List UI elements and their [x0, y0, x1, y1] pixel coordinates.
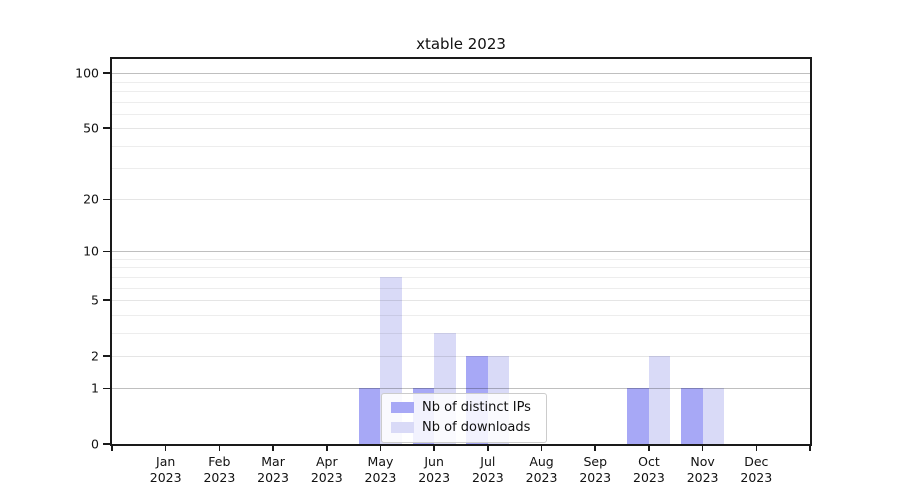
plot-area: Jan 2023 Feb 2023 Mar 2023 Apr 2023 May 2023… [75, 57, 812, 485]
minor-gridline [112, 300, 810, 302]
x-axis-tick [701, 446, 704, 451]
x-axis-tick-label: Jul 2023 [471, 454, 504, 485]
x-axis-tick [594, 446, 597, 451]
y-axis-tick-label: 1 [91, 380, 99, 396]
minor-gridline [112, 332, 810, 334]
y-axis-tick [103, 443, 110, 445]
x-axis-tick-label: Nov 2023 [686, 454, 719, 485]
y-axis-tick [103, 354, 110, 357]
major-gridline [112, 251, 810, 253]
y-axis-tick [103, 387, 110, 390]
minor-gridline [112, 287, 810, 289]
minor-gridline [112, 259, 810, 260]
x-axis-tick [379, 446, 382, 451]
legend: Nb of distinct IPs Nb of downloads [381, 393, 547, 443]
x-axis-tick [325, 446, 328, 451]
x-axis-tick [218, 446, 221, 451]
major-gridline [112, 388, 810, 390]
x-axis-tick-label: Apr 2023 [310, 454, 343, 485]
bar-distinct-ips [358, 388, 381, 444]
bar-downloads [648, 355, 671, 444]
minor-gridline [112, 81, 810, 83]
legend-label: Nb of downloads [422, 420, 531, 435]
x-axis-tick [164, 446, 167, 451]
legend-item: Nb of distinct IPs [391, 400, 537, 415]
x-axis-tick [487, 446, 489, 451]
x-axis-tick-label: Oct 2023 [633, 454, 665, 485]
y-axis-tick [103, 72, 110, 74]
y-axis-tick [103, 299, 110, 301]
x-axis-tick-label: Jun 2023 [418, 454, 451, 485]
x-axis-tick-label: May 2023 [364, 454, 397, 485]
x-axis-tick [755, 446, 758, 451]
legend-swatch [391, 402, 414, 413]
y-axis-tick-label: 5 [91, 292, 99, 308]
x-axis-tick-label: Feb 2023 [203, 454, 236, 485]
minor-gridline [112, 199, 810, 201]
x-axis-tick [540, 446, 543, 451]
bars-layer [112, 59, 810, 444]
x-axis-tick [111, 446, 113, 451]
minor-gridline [112, 168, 810, 170]
minor-gridline [112, 113, 810, 115]
y-axis-tick-label: 2 [91, 348, 99, 364]
y-axis-tick-label: 20 [83, 191, 99, 207]
x-axis-tick [272, 446, 274, 451]
x-axis-tick-label: Jan 2023 [149, 454, 182, 485]
y-axis-tick-label: 10 [83, 243, 99, 259]
minor-gridline [112, 267, 810, 269]
x-axis-tick-label: Dec 2023 [740, 454, 773, 485]
x-axis-tick [809, 446, 811, 451]
chart-title: xtable 2023 [416, 35, 506, 53]
minor-gridline [112, 355, 810, 357]
y-axis-tick [103, 198, 110, 201]
minor-gridline [112, 276, 810, 278]
major-gridline [112, 73, 810, 75]
grid-layer [112, 59, 810, 444]
x-axis-tick-label: Sep 2023 [579, 454, 612, 485]
y-axis-tick-label: 50 [83, 120, 99, 136]
x-axis-tick-label: Mar 2023 [257, 454, 289, 485]
minor-gridline [112, 101, 810, 103]
y-axis-tick-label: 100 [75, 65, 99, 81]
legend-label: Nb of distinct IPs [422, 400, 531, 415]
minor-gridline [112, 145, 810, 147]
y-axis-tick [103, 250, 110, 253]
bar-distinct-ips [627, 388, 649, 444]
x-axis-tick [433, 446, 435, 451]
minor-gridline [112, 128, 810, 130]
y-axis-tick [103, 127, 110, 129]
legend-swatch [391, 422, 414, 433]
y-axis-tick-label: 0 [91, 436, 99, 452]
bar-downloads [702, 388, 725, 444]
x-axis-tick [648, 446, 650, 451]
minor-gridline [112, 90, 810, 92]
legend-item: Nb of downloads [391, 420, 537, 435]
minor-gridline [112, 314, 810, 316]
bar-distinct-ips [681, 388, 703, 444]
axis-layer: Jan 2023 Feb 2023 Mar 2023 Apr 2023 May 2023… [75, 59, 811, 485]
x-axis-tick-label: Aug 2023 [525, 454, 558, 485]
